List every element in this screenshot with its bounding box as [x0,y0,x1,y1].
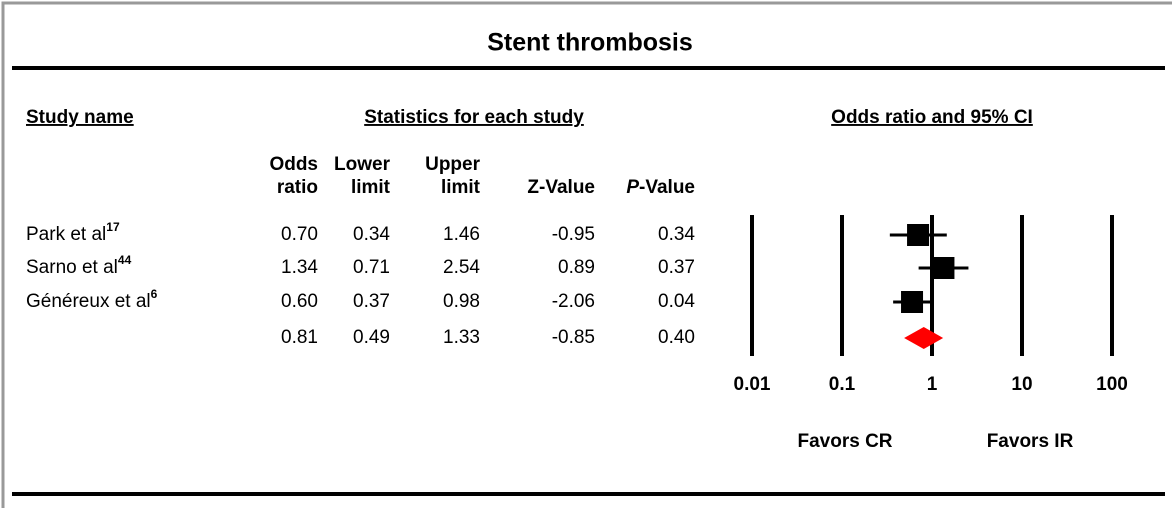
column-header: Lower [334,154,391,175]
chart-title: Stent thrombosis [487,29,693,57]
study-ref: 44 [118,253,132,267]
column-header: Upper [425,154,481,175]
study-ref: 17 [106,220,120,234]
cell-value: -2.06 [552,291,595,312]
stats-header: Statistics for each study [364,107,584,128]
cell-value: 0.70 [281,224,318,245]
column-header-italic: P [626,177,639,198]
cell-value: 0.89 [558,257,595,278]
cell-value: 1.46 [443,224,480,245]
study-name-text: Sarno et al [26,257,118,278]
column-header: limit [441,177,481,198]
cell-value: 0.34 [658,224,695,245]
column-header-text: -Value [639,177,695,198]
cell-value: 0.60 [281,291,318,312]
study-name-text: Park et al [26,224,106,245]
column-header-text: Odds [269,154,318,175]
cell-value: 0.49 [353,327,390,348]
cell-value: 0.34 [353,224,390,245]
column-header-text: ratio [277,177,318,198]
cell-value: 0.71 [353,257,390,278]
cell-value: 0.37 [658,257,695,278]
favors-label: Favors CR [797,431,892,452]
study-ref: 6 [151,287,158,301]
x-tick-label: 0.01 [734,374,771,395]
cell-value: 2.54 [443,257,480,278]
cell-value: 0.40 [658,327,695,348]
odds-ratio-square [907,224,930,246]
x-tick-label: 0.1 [829,374,856,395]
cell-value: 1.34 [281,257,318,278]
cell-value: 0.81 [281,327,318,348]
study-name: Sarno et al44 [26,253,132,278]
column-header-text: Upper [425,154,481,175]
study-name: Généreux et al6 [26,287,158,312]
column-header-text: limit [351,177,391,198]
cell-value: -0.85 [552,327,595,348]
plot-header: Odds ratio and 95% CI [831,107,1033,128]
study-name: Park et al17 [26,220,120,245]
odds-ratio-square [932,257,955,279]
column-header: Z-Value [527,177,595,198]
cell-value: -0.95 [552,224,595,245]
x-tick-label: 1 [927,374,938,395]
column-header: Odds [269,154,318,175]
x-tick-label: 10 [1011,374,1032,395]
column-header-text: Z-Value [527,177,595,198]
cell-value: 0.04 [658,291,695,312]
x-tick-label: 100 [1096,374,1128,395]
study-name-text: Généreux et al [26,291,151,312]
column-header: P-Value [626,177,695,198]
cell-value: 1.33 [443,327,480,348]
favors-label: Favors IR [987,431,1074,452]
column-header: limit [351,177,391,198]
odds-ratio-square [901,291,924,313]
summary-diamond [904,327,944,349]
column-header-text: Lower [334,154,391,175]
cell-value: 0.37 [353,291,390,312]
study-header: Study name [26,107,134,128]
column-header: ratio [277,177,318,198]
cell-value: 0.98 [443,291,480,312]
column-header-text: limit [441,177,481,198]
